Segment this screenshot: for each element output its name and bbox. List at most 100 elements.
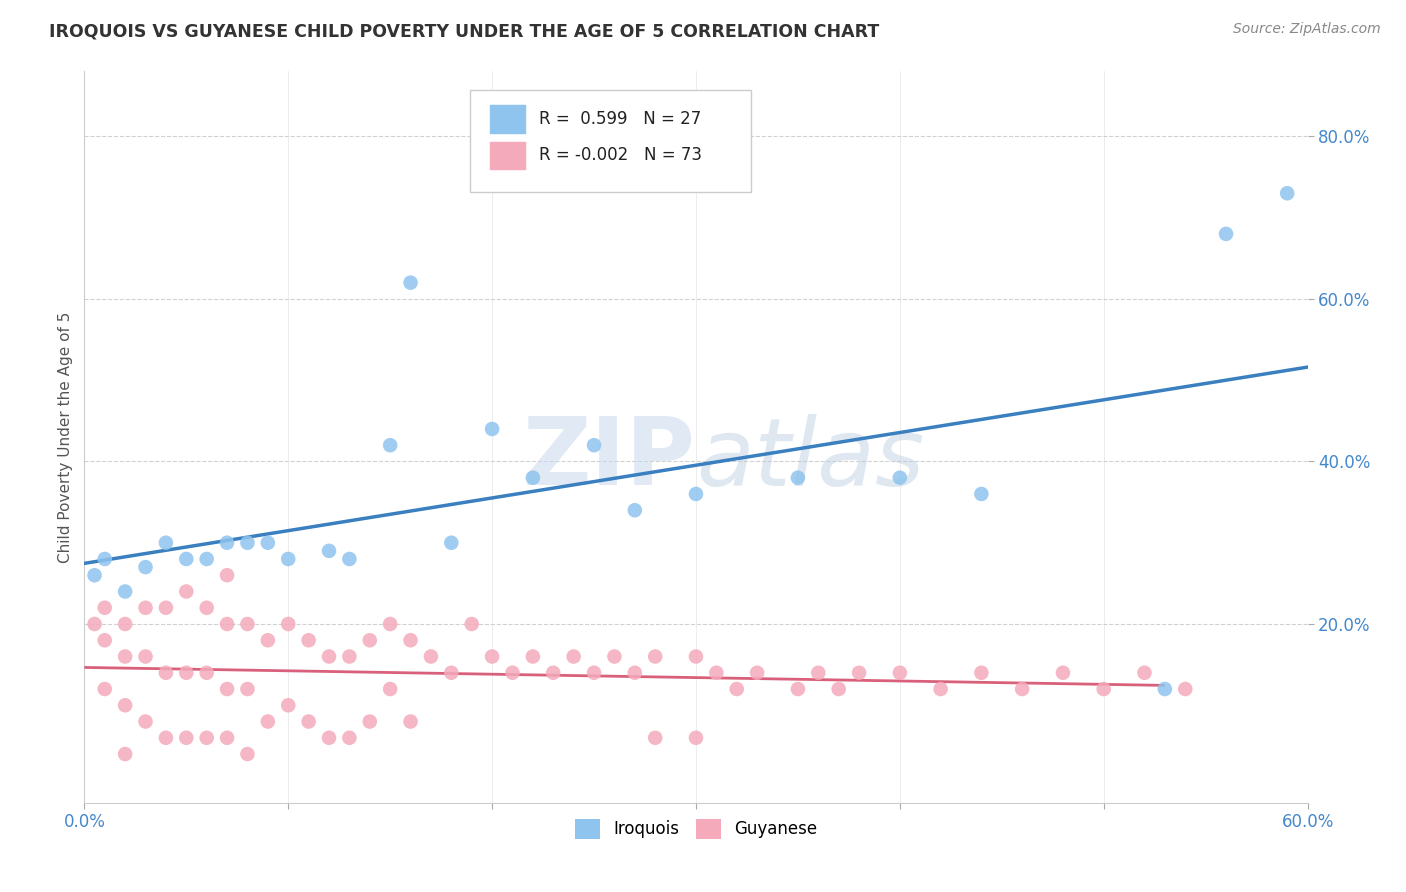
Point xyxy=(1277,186,1299,201)
Point xyxy=(195,600,218,615)
Point xyxy=(970,487,993,501)
Point xyxy=(828,681,851,696)
Point xyxy=(83,568,105,582)
Point xyxy=(155,731,177,745)
Point xyxy=(135,600,157,615)
Point xyxy=(685,649,707,664)
Point xyxy=(174,665,197,680)
Point xyxy=(318,544,340,558)
Point xyxy=(339,649,361,664)
Point xyxy=(787,471,810,485)
Point xyxy=(522,649,544,664)
Point xyxy=(1174,681,1197,696)
Point xyxy=(522,471,544,485)
Point xyxy=(277,617,299,632)
Point xyxy=(1011,681,1033,696)
Text: IROQUOIS VS GUYANESE CHILD POVERTY UNDER THE AGE OF 5 CORRELATION CHART: IROQUOIS VS GUYANESE CHILD POVERTY UNDER… xyxy=(49,22,880,40)
Point xyxy=(359,714,381,729)
Point xyxy=(114,698,136,713)
Text: ZIP: ZIP xyxy=(523,413,696,505)
Point xyxy=(93,600,115,615)
Point xyxy=(257,633,280,648)
Point xyxy=(747,665,769,680)
Point xyxy=(399,633,422,648)
Point xyxy=(399,714,422,729)
Point xyxy=(135,560,157,574)
Point xyxy=(440,665,463,680)
Point xyxy=(195,552,218,566)
Point xyxy=(583,438,606,452)
FancyBboxPatch shape xyxy=(470,90,751,192)
Point xyxy=(399,276,422,290)
Point xyxy=(114,584,136,599)
Point xyxy=(155,600,177,615)
Point xyxy=(644,649,666,664)
Point xyxy=(135,714,157,729)
Point xyxy=(543,665,565,680)
Text: Source: ZipAtlas.com: Source: ZipAtlas.com xyxy=(1233,22,1381,37)
Point xyxy=(807,665,830,680)
Point xyxy=(685,487,707,501)
Point xyxy=(420,649,443,664)
Point xyxy=(583,665,606,680)
Point xyxy=(970,665,993,680)
Point xyxy=(848,665,870,680)
Point xyxy=(1154,681,1177,696)
Point xyxy=(298,714,321,729)
Legend: Iroquois, Guyanese: Iroquois, Guyanese xyxy=(568,812,824,846)
Point xyxy=(481,649,503,664)
Point xyxy=(502,665,524,680)
Point xyxy=(114,649,136,664)
Point xyxy=(93,633,115,648)
Point xyxy=(257,535,280,549)
Point xyxy=(174,584,197,599)
Point xyxy=(889,665,911,680)
Text: R =  0.599   N = 27: R = 0.599 N = 27 xyxy=(540,110,702,128)
Point xyxy=(114,617,136,632)
Point xyxy=(685,731,707,745)
Point xyxy=(624,503,647,517)
Point xyxy=(83,617,105,632)
Point xyxy=(562,649,585,664)
Point xyxy=(195,731,218,745)
Point xyxy=(155,535,177,549)
Point xyxy=(380,438,402,452)
Point xyxy=(217,568,239,582)
Point xyxy=(461,617,484,632)
Point xyxy=(277,552,299,566)
Point xyxy=(359,633,381,648)
Y-axis label: Child Poverty Under the Age of 5: Child Poverty Under the Age of 5 xyxy=(58,311,73,563)
Point xyxy=(217,681,239,696)
Point xyxy=(380,681,402,696)
Point xyxy=(93,681,115,696)
Point xyxy=(298,633,321,648)
Bar xyxy=(491,142,524,169)
Point xyxy=(236,535,259,549)
Point xyxy=(93,552,115,566)
Point xyxy=(787,681,810,696)
Point xyxy=(1052,665,1074,680)
Point xyxy=(644,731,666,745)
Point xyxy=(440,535,463,549)
Bar xyxy=(491,105,524,133)
Point xyxy=(1215,227,1237,241)
Point xyxy=(217,731,239,745)
Point xyxy=(318,731,340,745)
Point xyxy=(318,649,340,664)
Point xyxy=(380,617,402,632)
Point xyxy=(277,698,299,713)
Point xyxy=(174,731,197,745)
Point xyxy=(481,422,503,436)
Point xyxy=(114,747,136,761)
Point xyxy=(725,681,748,696)
Point xyxy=(217,617,239,632)
Point xyxy=(339,552,361,566)
Point xyxy=(135,649,157,664)
Text: R = -0.002   N = 73: R = -0.002 N = 73 xyxy=(540,146,703,164)
Point xyxy=(706,665,728,680)
Point xyxy=(155,665,177,680)
Point xyxy=(195,665,218,680)
Point xyxy=(257,714,280,729)
Point xyxy=(603,649,626,664)
Point xyxy=(1133,665,1156,680)
